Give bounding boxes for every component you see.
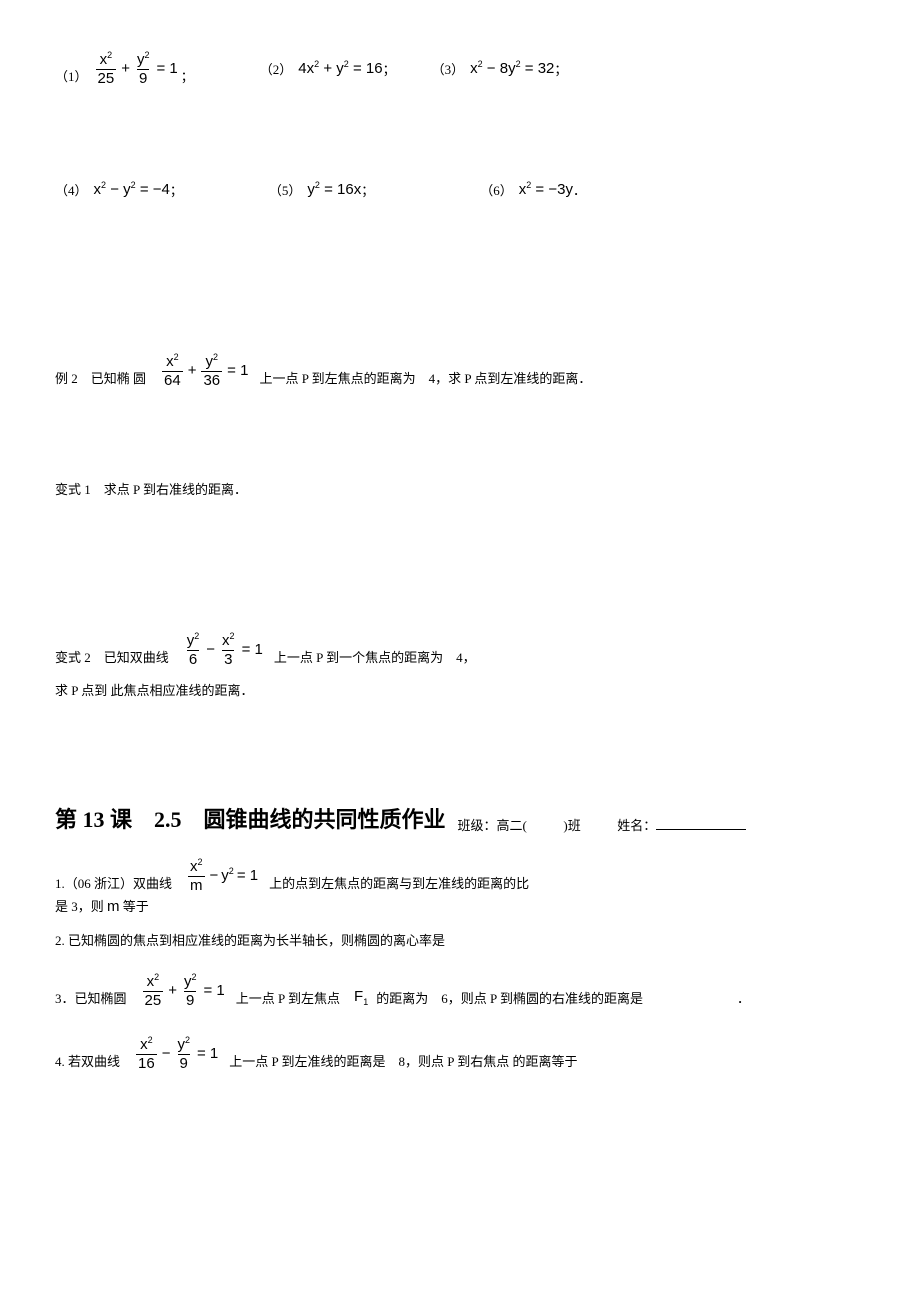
- q1-suffix: 上的点到左焦点的距离与到左准线的距离的比: [269, 874, 529, 895]
- op: −: [206, 638, 215, 662]
- den-m: m: [188, 876, 205, 895]
- var-x: x: [147, 973, 155, 990]
- op: −: [210, 864, 219, 888]
- den: 3: [222, 650, 234, 669]
- homework-title-row: 第 13 课 2.5 圆锥曲线的共同性质作业 班级：高二( )班 姓名：: [55, 802, 865, 837]
- question-4: 4. 若双曲线 x2 16 − y2 9 = 1 上一点 P 到左准线的距离是 …: [55, 1035, 865, 1073]
- term: + y: [323, 60, 343, 77]
- eq-3: （3） x2 − 8y2 = 32 ；: [432, 57, 574, 81]
- den: 25: [96, 69, 117, 88]
- example-prefix: 例 2 已知椭 圆: [55, 369, 146, 390]
- op-plus: +: [121, 57, 130, 81]
- q4-prefix: 4. 若双曲线: [55, 1052, 120, 1073]
- semicolon: ；: [181, 67, 194, 88]
- eq-1: （1） x2 25 + y2 9 = 1 ；: [55, 50, 200, 88]
- rhs: = −3y: [535, 181, 573, 198]
- question-2: 2. 已知椭圆的焦点到相应准线的距离为长半轴长，则椭圆的离心率是: [55, 931, 865, 952]
- rhs: = 1: [237, 864, 258, 888]
- var-x: x: [100, 51, 108, 68]
- var-y: y: [221, 867, 229, 884]
- question-1-line1: 1.（06 浙江）双曲线 x2 m − y2 = 1 上的点到左焦点的距离与到左…: [55, 857, 865, 895]
- variant-1: 变式 1 求点 P 到右准线的距离．: [55, 480, 865, 501]
- den: 9: [178, 1054, 190, 1073]
- var-y: y: [206, 353, 214, 370]
- term: − y: [110, 181, 130, 198]
- var-m: m: [107, 898, 120, 915]
- rhs: = 16x: [324, 181, 361, 198]
- q3-suffix: 的距离为 6，则点 P 到椭圆的右准线的距离是: [376, 989, 643, 1010]
- example-suffix: 上一点 P 到左焦点的距离为 4，求 P 点到左准线的距离．: [259, 369, 591, 390]
- period: ．: [573, 181, 586, 202]
- question-1-line2: 是 3，则 m 等于: [55, 895, 865, 919]
- q3-tail: ．: [737, 989, 750, 1010]
- rhs: = −4: [140, 181, 170, 198]
- eq-label: （6）: [480, 181, 513, 202]
- rhs: = 1: [242, 638, 263, 662]
- den: 16: [136, 1054, 157, 1073]
- var-x: x: [222, 632, 230, 649]
- den: 9: [137, 69, 149, 88]
- eq-label: （5）: [269, 181, 302, 202]
- term: 4x: [298, 60, 314, 77]
- eq-6: （6） x2 = −3y ．: [480, 178, 592, 202]
- q1-line2-b: 等于: [120, 899, 149, 914]
- name-label: 姓名：: [617, 818, 656, 833]
- q3-mid: 上一点 P 到左焦点: [236, 989, 340, 1010]
- rhs: = 1: [156, 57, 177, 81]
- equation-row-2: （4） x2 − y2 = −4 ； （5） y2 = 16x ； （6） x2…: [55, 178, 865, 202]
- op: −: [162, 1042, 171, 1066]
- example-2: 例 2 已知椭 圆 x2 64 + y2 36 = 1 上一点 P 到左焦点的距…: [55, 352, 865, 390]
- variant-2-line1: 变式 2 已知双曲线 y2 6 − x2 3 = 1 上一点 P 到一个焦点的距…: [55, 631, 865, 669]
- den: 25: [143, 991, 164, 1010]
- rhs: = 1: [197, 1042, 218, 1066]
- eq-2: （2） 4x2 + y2 = 16 ；: [260, 57, 402, 81]
- term: x: [470, 60, 478, 77]
- eq-label: （1）: [55, 67, 88, 88]
- term: y: [307, 181, 315, 198]
- semicolon: ；: [554, 60, 567, 81]
- name-blank: [656, 829, 746, 830]
- den: 6: [187, 650, 199, 669]
- semicolon: ；: [170, 181, 183, 202]
- rhs: = 1: [227, 359, 248, 383]
- q1-prefix: 1.（06 浙江）双曲线: [55, 874, 172, 895]
- eq-label: （3）: [432, 60, 465, 81]
- den: 9: [184, 991, 196, 1010]
- rhs: = 16: [353, 60, 383, 77]
- var-x: x: [166, 353, 174, 370]
- semicolon: ；: [383, 60, 396, 81]
- den: 36: [201, 371, 222, 390]
- class-label: 班级：高二(: [458, 818, 527, 833]
- var-x: x: [140, 1036, 148, 1053]
- eq-5: （5） y2 = 16x ；: [269, 178, 380, 202]
- semicolon: ；: [361, 181, 374, 202]
- eq-label: （2）: [260, 60, 293, 81]
- term: x: [94, 181, 102, 198]
- var-x: x: [190, 858, 198, 875]
- q3-prefix: 3．已知椭圆: [55, 989, 127, 1010]
- variant-suffix: 上一点 P 到一个焦点的距离为 4，: [274, 648, 476, 669]
- term: − 8y: [487, 60, 516, 77]
- question-3: 3．已知椭圆 x2 25 + y2 9 = 1 上一点 P 到左焦点 F1 的距…: [55, 972, 865, 1010]
- variant-prefix: 变式 2 已知双曲线: [55, 648, 169, 669]
- rhs: = 1: [203, 979, 224, 1003]
- eq-label: （4）: [55, 181, 88, 202]
- op: +: [168, 979, 177, 1003]
- den: 64: [162, 371, 183, 390]
- var-y: y: [177, 1036, 185, 1053]
- variant-2-line2: 求 P 点到 此焦点相应准线的距离．: [55, 681, 865, 702]
- focus-sub: 1: [363, 997, 368, 1007]
- q1-line2-a: 是 3，则: [55, 899, 107, 914]
- homework-title: 第 13 课 2.5 圆锥曲线的共同性质作业: [55, 802, 446, 837]
- focus-f: F: [354, 988, 363, 1005]
- equation-row-1: （1） x2 25 + y2 9 = 1 ； （2） 4x2 + y2 = 16…: [55, 50, 865, 88]
- q4-suffix: 上一点 P 到左准线的距离是 8，则点 P 到右焦点 的距离等于: [229, 1052, 577, 1073]
- rhs: = 32: [525, 60, 555, 77]
- op: +: [188, 359, 197, 383]
- eq-4: （4） x2 − y2 = −4 ；: [55, 178, 189, 202]
- class-suffix: )班: [563, 818, 580, 833]
